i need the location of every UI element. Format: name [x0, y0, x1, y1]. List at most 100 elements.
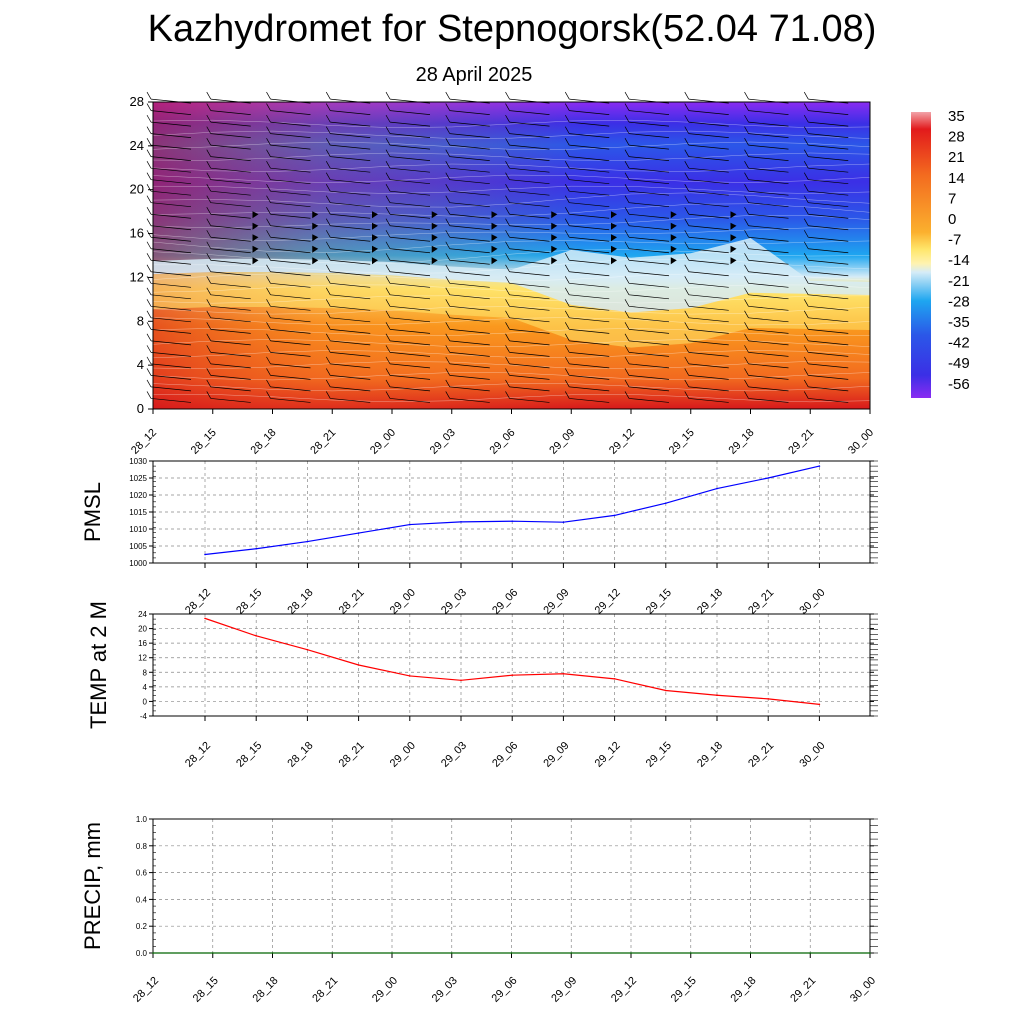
wind-barb — [389, 363, 431, 369]
wind-barb — [688, 121, 729, 127]
wind-barb-feather — [684, 172, 690, 180]
x-tick-label: 29_03 — [439, 587, 469, 617]
wind-barb-feather — [624, 184, 630, 192]
wind-barb — [808, 363, 849, 369]
wind-barb-feather — [564, 253, 570, 261]
wind-barb-feather — [564, 287, 570, 295]
data-point — [204, 617, 206, 620]
wind-barb — [748, 156, 789, 162]
wind-barb-feather — [624, 379, 630, 388]
wind-barb-pennant — [551, 211, 558, 219]
wind-barb-feather — [266, 287, 271, 295]
wind-barb-feather — [744, 345, 749, 353]
wind-barb — [569, 363, 610, 369]
wind-barb — [210, 328, 251, 334]
wind-barb — [150, 156, 192, 162]
x-tick-label: 29_15 — [667, 427, 697, 457]
wind-barb — [808, 352, 849, 357]
wind-barb — [330, 305, 371, 311]
wind-barb-feather — [385, 149, 391, 157]
wind-barb — [389, 398, 431, 403]
wind-barb — [449, 352, 490, 357]
wind-barb — [748, 248, 789, 254]
wind-barb — [330, 259, 371, 265]
x-tick-label: 28_21 — [337, 587, 367, 617]
colorbar-label: -14 — [948, 252, 970, 269]
wind-barb-feather — [803, 241, 809, 249]
wind-barb-feather — [385, 160, 391, 169]
wind-barb — [748, 328, 789, 334]
wind-barb — [569, 156, 610, 162]
wind-barb — [389, 236, 431, 242]
wind-barb-feather — [445, 253, 451, 261]
wind-barb — [330, 110, 371, 115]
wind-barb — [449, 167, 490, 173]
wind-barb-feather — [803, 379, 809, 388]
wind-barb — [569, 386, 610, 392]
wind-barb-feather — [206, 356, 212, 365]
wind-barb-feather — [505, 345, 510, 353]
wind-barb-feather — [564, 126, 570, 134]
y-tick-label: 1020 — [129, 491, 147, 500]
wind-barb-feather — [266, 184, 271, 192]
wind-barb — [808, 328, 849, 334]
wind-barb — [330, 121, 371, 127]
wind-barb-feather — [744, 356, 749, 365]
cross-section-plot: 0 4 8 12 16 20 24 28 28_12 28_15 28_18 28_21 29_00 29… — [129, 91, 876, 457]
y-tick-label: 24 — [130, 138, 144, 153]
wind-barb-pennant — [491, 222, 498, 230]
data-point — [357, 664, 360, 666]
wind-barb-pennant — [730, 222, 737, 230]
wind-barb-feather — [445, 207, 451, 215]
wind-barb — [569, 305, 610, 311]
x-tick-label: 30_00 — [797, 587, 827, 617]
wind-barb — [270, 328, 311, 334]
wind-barb — [569, 398, 610, 403]
wind-barb — [150, 352, 192, 357]
wind-barb — [688, 179, 729, 185]
wind-barb — [210, 236, 251, 242]
wind-barb-feather — [206, 322, 212, 330]
wind-barb-feather — [624, 172, 630, 180]
data-point — [152, 952, 154, 954]
wind-barb-feather — [684, 391, 690, 399]
wind-barb-feather — [325, 253, 331, 261]
wind-barb-feather — [385, 333, 391, 342]
wind-barb-feather — [445, 149, 451, 157]
wind-barb — [210, 190, 251, 196]
colorbar-label: 35 — [948, 108, 965, 125]
wind-barb-feather — [744, 126, 749, 134]
wind-barb-pennant — [252, 234, 259, 242]
wind-barb — [688, 225, 729, 231]
wind-barb-feather — [146, 276, 152, 284]
wind-barb-feather — [505, 160, 510, 169]
wind-barb-feather — [624, 91, 630, 100]
wind-barb — [509, 386, 550, 392]
wind-barb-feather — [505, 172, 510, 180]
wind-barb — [748, 386, 789, 392]
wind-barb — [569, 271, 610, 277]
wind-barb — [509, 282, 550, 288]
wind-barb-feather — [624, 345, 630, 353]
wind-barb-feather — [624, 241, 630, 249]
x-tick-label: 28_18 — [249, 427, 279, 457]
wind-barb — [509, 259, 550, 265]
data-point — [562, 672, 565, 675]
wind-barb-feather — [325, 345, 331, 353]
wind-barb — [330, 213, 371, 219]
y-tick-label: 0.2 — [136, 922, 148, 931]
wind-barb — [210, 144, 251, 150]
wind-barb-feather — [325, 322, 331, 330]
wind-barb — [389, 340, 431, 346]
wind-barb-pennant — [491, 234, 498, 242]
wind-barb — [688, 259, 729, 265]
wind-barb-feather — [146, 241, 152, 249]
wind-barb-feather — [206, 391, 212, 399]
wind-barb-pennant — [431, 211, 438, 219]
wind-barb-feather — [266, 299, 271, 307]
wind-barb — [449, 213, 490, 219]
wind-barb — [628, 271, 670, 277]
wind-barb — [270, 144, 311, 150]
wind-barb-feather — [206, 310, 212, 319]
wind-barb-feather — [325, 310, 331, 319]
